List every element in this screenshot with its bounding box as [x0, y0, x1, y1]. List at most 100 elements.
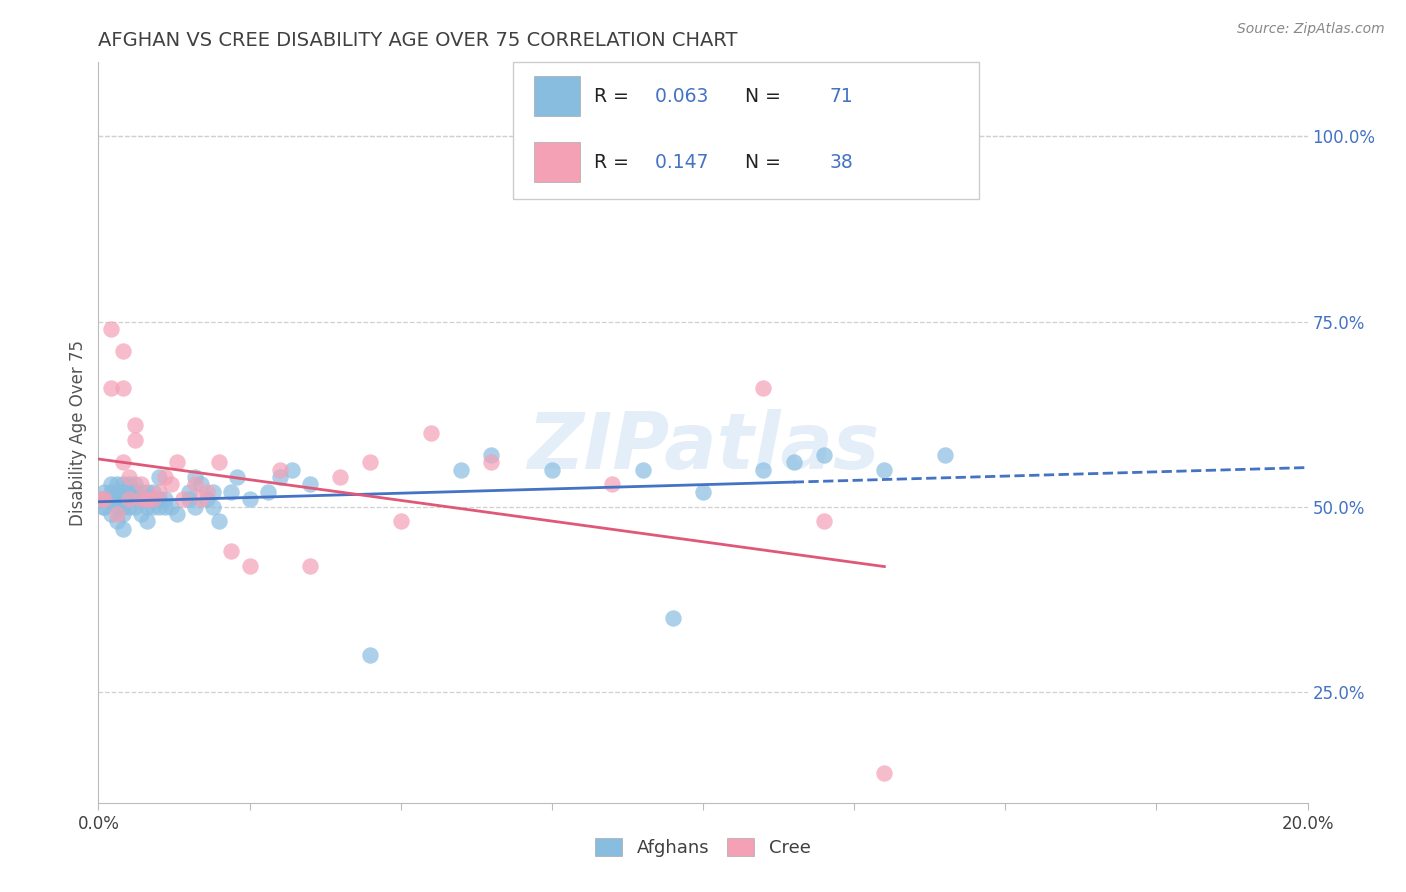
Text: R =: R = [595, 153, 636, 171]
Point [179, 484, 201, 499]
Point [873, 766, 896, 780]
Point [420, 425, 443, 440]
Point [221, 484, 243, 499]
Point [299, 558, 322, 573]
Point [93, 500, 115, 514]
Point [190, 492, 212, 507]
Point [269, 462, 291, 476]
Point [135, 515, 157, 529]
Point [124, 433, 146, 447]
Point [873, 462, 896, 476]
Point [142, 492, 165, 507]
Point [813, 515, 835, 529]
Text: Source: ZipAtlas.com: Source: ZipAtlas.com [1237, 22, 1385, 37]
Text: 0.147: 0.147 [648, 153, 709, 171]
Point [160, 477, 183, 491]
Point [105, 477, 128, 491]
Point [100, 477, 122, 491]
Point [160, 500, 183, 514]
Point [129, 492, 152, 507]
Point [105, 500, 128, 514]
Text: AFGHAN VS CREE DISABILITY AGE OVER 75 CORRELATION CHART: AFGHAN VS CREE DISABILITY AGE OVER 75 CO… [98, 30, 738, 50]
Point [124, 477, 146, 491]
Text: ZIPatlas: ZIPatlas [527, 409, 879, 485]
Point [153, 492, 176, 507]
Point [602, 477, 624, 491]
Point [100, 381, 122, 395]
Text: N =: N = [734, 87, 787, 105]
Point [329, 470, 352, 484]
Point [256, 484, 278, 499]
Point [153, 500, 176, 514]
Point [934, 448, 956, 462]
Point [129, 477, 152, 491]
Point [752, 462, 775, 476]
Point [93, 484, 115, 499]
Point [111, 344, 134, 359]
Point [184, 500, 207, 514]
Point [93, 492, 115, 507]
Point [111, 477, 134, 491]
Point [100, 322, 122, 336]
Point [118, 477, 141, 491]
Point [269, 470, 291, 484]
Point [100, 492, 122, 507]
Point [135, 492, 157, 507]
Point [221, 544, 243, 558]
Point [239, 492, 262, 507]
Point [389, 515, 412, 529]
Point [90, 492, 112, 507]
Point [111, 381, 134, 395]
Point [111, 500, 134, 514]
Legend: Afghans, Cree: Afghans, Cree [588, 830, 818, 864]
Point [481, 455, 503, 469]
Point [118, 492, 141, 507]
Point [124, 484, 146, 499]
Point [111, 484, 134, 499]
Point [105, 515, 128, 529]
Point [91, 500, 114, 514]
Point [172, 492, 194, 507]
Point [208, 455, 231, 469]
Point [166, 507, 188, 521]
Point [124, 492, 146, 507]
FancyBboxPatch shape [534, 76, 579, 117]
Point [129, 484, 152, 499]
Point [111, 507, 134, 521]
Point [118, 484, 141, 499]
Point [202, 484, 225, 499]
Point [148, 492, 170, 507]
Point [360, 455, 382, 469]
Point [226, 470, 249, 484]
Point [111, 522, 134, 536]
Point [692, 484, 714, 499]
Y-axis label: Disability Age Over 75: Disability Age Over 75 [69, 340, 87, 525]
Text: N =: N = [734, 153, 787, 171]
Point [118, 492, 141, 507]
Point [148, 500, 170, 514]
Point [105, 484, 128, 499]
Point [631, 462, 654, 476]
Point [281, 462, 304, 476]
Point [450, 462, 472, 476]
Point [195, 492, 218, 507]
Point [135, 484, 157, 499]
Point [111, 455, 134, 469]
Point [783, 455, 806, 469]
Point [142, 500, 165, 514]
Point [124, 418, 146, 433]
Point [111, 492, 134, 507]
Point [360, 648, 382, 662]
Point [166, 455, 188, 469]
Point [184, 477, 207, 491]
Point [813, 448, 835, 462]
Point [153, 470, 176, 484]
Point [540, 462, 562, 476]
Point [105, 507, 128, 521]
Text: 0.063: 0.063 [648, 87, 709, 105]
Text: 71: 71 [830, 87, 853, 105]
Point [208, 515, 231, 529]
Point [179, 492, 201, 507]
Point [661, 611, 683, 625]
Point [142, 484, 165, 499]
